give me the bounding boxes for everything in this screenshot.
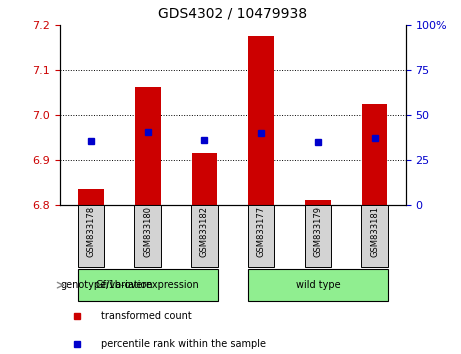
Bar [248, 269, 388, 301]
Text: GSM833182: GSM833182 [200, 206, 209, 257]
Text: GSM833180: GSM833180 [143, 206, 152, 257]
Text: Gfi1b-overexpression: Gfi1b-overexpression [96, 280, 200, 290]
Text: GSM833178: GSM833178 [87, 206, 95, 257]
Bar [78, 269, 218, 301]
Bar [305, 205, 331, 268]
Bar [248, 36, 274, 205]
Bar [135, 205, 161, 268]
Bar [248, 205, 274, 268]
Bar [361, 205, 388, 268]
Text: GSM833181: GSM833181 [370, 206, 379, 257]
Bar [362, 104, 387, 205]
Text: transformed count: transformed count [101, 311, 192, 321]
Text: GSM833177: GSM833177 [257, 206, 266, 257]
Bar [78, 189, 104, 205]
Bar [135, 87, 160, 205]
Text: GSM833179: GSM833179 [313, 206, 322, 257]
Text: genotype/variation: genotype/variation [60, 280, 153, 290]
Bar [191, 205, 218, 268]
Text: wild type: wild type [296, 280, 340, 290]
Bar [78, 205, 105, 268]
Text: percentile rank within the sample: percentile rank within the sample [101, 339, 266, 349]
Title: GDS4302 / 10479938: GDS4302 / 10479938 [158, 7, 307, 21]
Bar [192, 153, 217, 205]
Bar [305, 200, 331, 205]
